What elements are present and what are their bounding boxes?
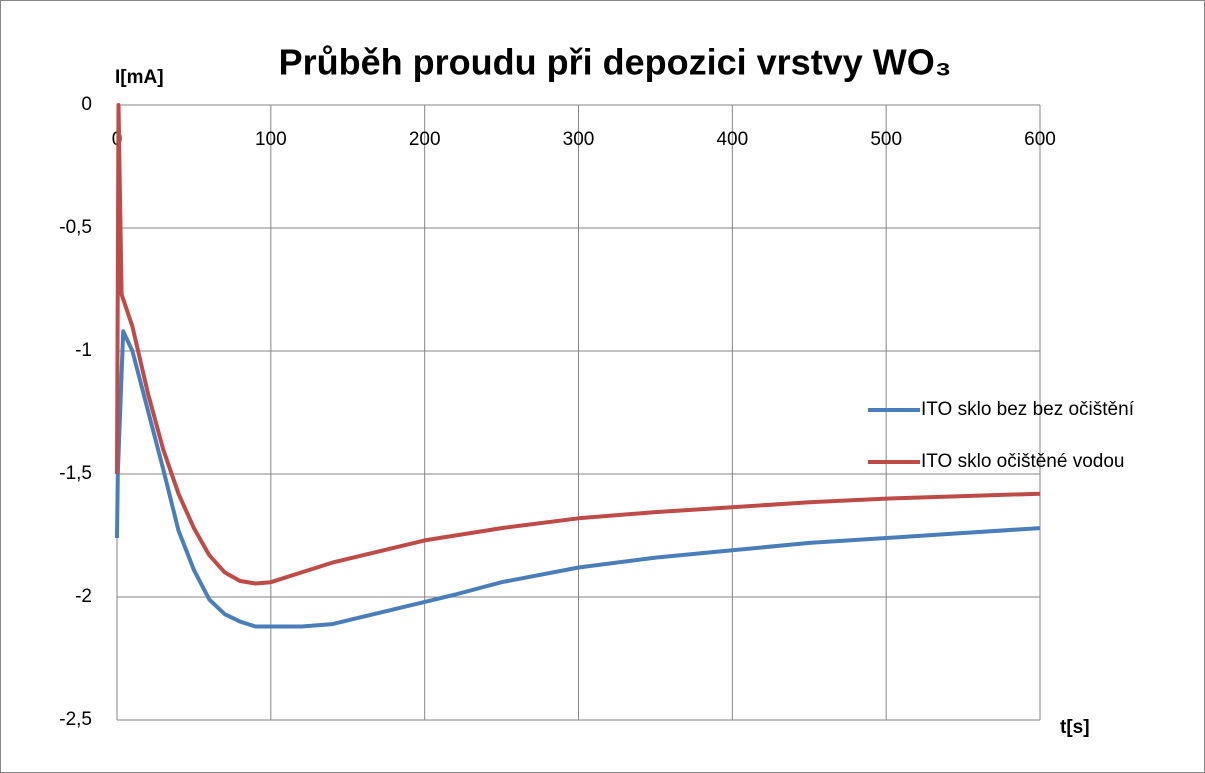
x-tick-label: 500 [870, 129, 902, 150]
x-tick-label: 100 [255, 129, 287, 150]
y-axis-label: I[mA] [115, 67, 164, 88]
series-line [115, 103, 1041, 586]
series-line [115, 329, 1041, 629]
legend-label: ITO sklo očištěné vodou [921, 451, 1124, 472]
x-tick-label: 600 [1024, 129, 1056, 150]
y-tick-label: -2,5 [59, 709, 92, 730]
x-tick-label: 200 [409, 129, 441, 150]
y-tick-label: -2 [75, 586, 92, 607]
legend-label: ITO sklo bez bez očištění [921, 399, 1135, 420]
y-tick-label: -1 [75, 340, 92, 361]
y-tick-label: 0 [81, 94, 92, 115]
x-tick-label: 400 [716, 129, 748, 150]
y-tick-label: -1,5 [59, 463, 92, 484]
x-tick-label: 300 [563, 129, 595, 150]
y-tick-label: -0,5 [59, 217, 92, 238]
chart-title: Průběh proudu při depozici vrstvy WO₃ [279, 42, 952, 83]
x-axis-label: t[s] [1060, 717, 1090, 738]
